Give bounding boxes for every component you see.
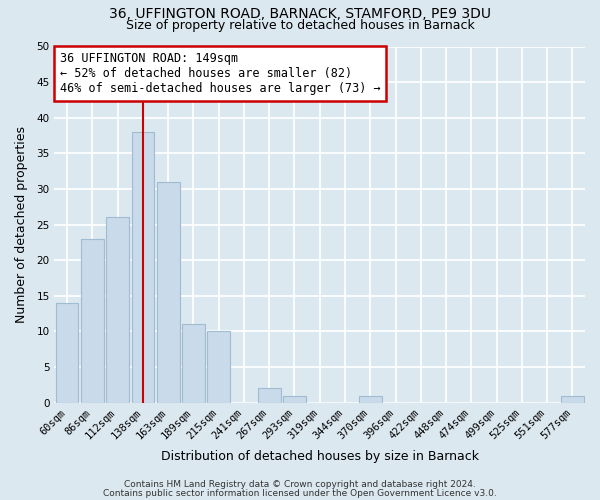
Bar [131,132,154,402]
Bar [283,396,306,402]
Bar [182,324,205,402]
Text: Contains HM Land Registry data © Crown copyright and database right 2024.: Contains HM Land Registry data © Crown c… [124,480,476,489]
Y-axis label: Number of detached properties: Number of detached properties [15,126,28,323]
X-axis label: Distribution of detached houses by size in Barnack: Distribution of detached houses by size … [161,450,479,462]
Text: 36, UFFINGTON ROAD, BARNACK, STAMFORD, PE9 3DU: 36, UFFINGTON ROAD, BARNACK, STAMFORD, P… [109,8,491,22]
Text: Contains public sector information licensed under the Open Government Licence v3: Contains public sector information licen… [103,488,497,498]
Bar [207,332,230,402]
Text: 36 UFFINGTON ROAD: 149sqm
← 52% of detached houses are smaller (82)
46% of semi-: 36 UFFINGTON ROAD: 149sqm ← 52% of detac… [60,52,380,95]
Text: Size of property relative to detached houses in Barnack: Size of property relative to detached ho… [125,19,475,32]
Bar [258,388,281,402]
Bar [157,182,179,402]
Bar [106,218,129,402]
Bar [359,396,382,402]
Bar [561,396,584,402]
Bar [81,239,104,402]
Bar [56,303,79,402]
